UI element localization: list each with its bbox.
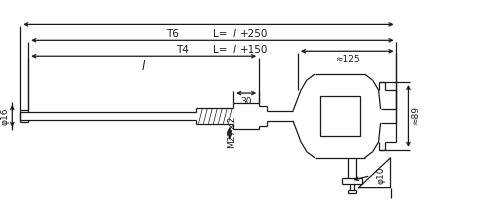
Text: l: l: [233, 45, 235, 55]
Text: φ10: φ10: [376, 167, 386, 184]
Text: L=: L=: [213, 45, 228, 55]
Text: M27×2: M27×2: [228, 116, 236, 148]
Text: l: l: [233, 29, 235, 39]
Text: ≈89: ≈89: [412, 107, 420, 126]
Text: l: l: [142, 60, 146, 73]
Text: 30: 30: [240, 97, 252, 106]
Text: φ16: φ16: [0, 107, 10, 125]
Text: T4: T4: [176, 45, 189, 55]
Text: L=: L=: [213, 29, 228, 39]
Text: +250: +250: [240, 29, 268, 39]
Text: +150: +150: [240, 45, 268, 55]
Text: T6: T6: [166, 29, 179, 39]
Text: ≈125: ≈125: [335, 55, 359, 64]
Bar: [320, 96, 360, 136]
